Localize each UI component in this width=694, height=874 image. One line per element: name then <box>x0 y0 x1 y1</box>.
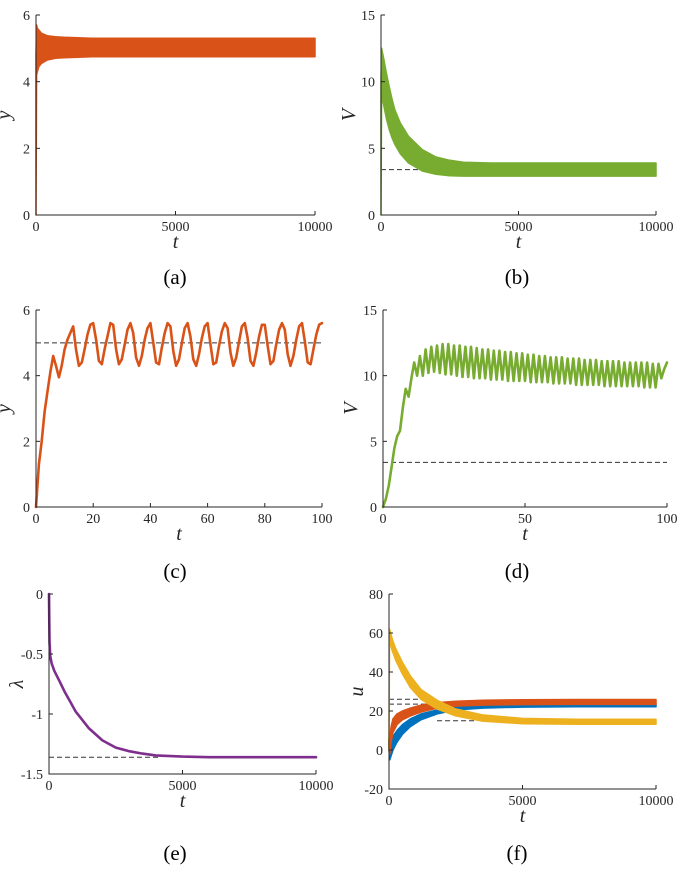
x-tick-label: 50 <box>518 512 532 527</box>
series-line-0 <box>34 321 324 509</box>
y-axis-label: λ <box>6 679 28 689</box>
y-tick-label: 2 <box>23 142 30 157</box>
y-tick-label: 5 <box>370 435 377 450</box>
y-tick-label: 10 <box>363 370 377 385</box>
y-tick-label: -1 <box>31 708 43 723</box>
axis-lines <box>382 310 667 508</box>
y-tick-label: 2 <box>23 435 30 450</box>
x-axis-label: t <box>173 231 179 253</box>
series-band-2 <box>388 628 657 751</box>
x-tick-label: 10000 <box>298 220 333 235</box>
axis-lines <box>35 310 322 508</box>
x-tick-label: 5000 <box>509 794 537 809</box>
chart-panel-e: 0 5000 10000 0 -0.5 -1 -1.5 t λ (e) <box>6 588 334 865</box>
x-tick-label: 5000 <box>505 220 533 235</box>
y-tick-label: -1.5 <box>21 768 43 783</box>
x-tick-label: 0 <box>386 794 393 809</box>
x-tick-label: 0 <box>46 779 53 794</box>
y-tick-label: 0 <box>36 588 43 603</box>
y-tick-label: 40 <box>369 666 383 681</box>
y-tick-label: 6 <box>23 304 30 319</box>
axis-lines <box>380 15 656 216</box>
series-line-0 <box>381 342 669 509</box>
axis-lines <box>48 594 316 775</box>
y-axis-label: y <box>0 404 15 415</box>
axis-lines <box>388 594 656 790</box>
series-line-0 <box>47 592 318 759</box>
chart-panel-a: 0 5000 10000 0 2 4 6 t y (a) <box>0 9 333 289</box>
y-tick-label: 15 <box>363 304 377 319</box>
y-tick-label: 6 <box>23 9 30 24</box>
x-axis-label: t <box>180 790 186 812</box>
panel-caption: (c) <box>163 559 186 583</box>
y-tick-label: 5 <box>368 142 375 157</box>
x-tick-label: 10000 <box>639 794 674 809</box>
y-axis-label: V <box>340 400 362 415</box>
x-axis-label: t <box>520 805 526 827</box>
x-tick-label: 5000 <box>169 779 197 794</box>
y-tick-label: 0 <box>376 744 383 759</box>
panel-caption: (a) <box>163 265 186 289</box>
x-tick-label: 40 <box>143 512 157 527</box>
x-tick-label: 20 <box>86 512 100 527</box>
panel-caption: (b) <box>505 265 530 289</box>
chart-panel-d: 0 50 100 0 5 10 15 t V (d) <box>340 304 678 583</box>
series-band-0 <box>388 703 657 761</box>
chart-panel-c: 0 20 40 60 80 100 0 2 4 6 t y (c) <box>0 304 333 583</box>
x-tick-label: 10000 <box>299 779 334 794</box>
y-tick-label: 15 <box>361 9 375 24</box>
series-band-1 <box>388 698 657 755</box>
series-band-0 <box>380 47 657 216</box>
y-tick-label: 4 <box>23 76 30 91</box>
chart-panel-b: 0 5000 10000 0 5 10 15 t V (b) <box>338 9 674 289</box>
x-tick-label: 10000 <box>639 220 674 235</box>
x-tick-label: 0 <box>380 512 387 527</box>
y-axis-label: y <box>0 110 15 121</box>
x-axis-label: t <box>176 523 182 545</box>
y-axis-label: V <box>338 106 360 121</box>
y-tick-label: 80 <box>369 588 383 603</box>
series-band-0 <box>35 24 316 216</box>
y-tick-label: 0 <box>370 501 377 516</box>
x-tick-label: 0 <box>378 220 385 235</box>
y-tick-label: 60 <box>369 627 383 642</box>
panel-caption: (e) <box>163 841 186 865</box>
y-tick-label: 0 <box>23 501 30 516</box>
x-tick-label: 5000 <box>162 220 190 235</box>
x-tick-label: 100 <box>657 512 678 527</box>
y-tick-label: 10 <box>361 76 375 91</box>
y-tick-label: 0 <box>368 209 375 224</box>
x-tick-label: 0 <box>33 220 40 235</box>
x-tick-label: 80 <box>258 512 272 527</box>
x-tick-label: 60 <box>201 512 215 527</box>
y-tick-label: 4 <box>23 370 30 385</box>
y-axis-label: u <box>346 687 368 697</box>
x-axis-label: t <box>516 231 522 253</box>
panel-caption: (d) <box>505 559 530 583</box>
y-tick-label: 0 <box>23 209 30 224</box>
x-axis-label: t <box>522 523 528 545</box>
panel-caption: (f) <box>507 841 528 865</box>
y-tick-label: -20 <box>364 783 383 798</box>
x-tick-label: 0 <box>33 512 40 527</box>
x-tick-label: 100 <box>312 512 333 527</box>
y-tick-label: 20 <box>369 705 383 720</box>
y-tick-label: -0.5 <box>21 648 43 663</box>
